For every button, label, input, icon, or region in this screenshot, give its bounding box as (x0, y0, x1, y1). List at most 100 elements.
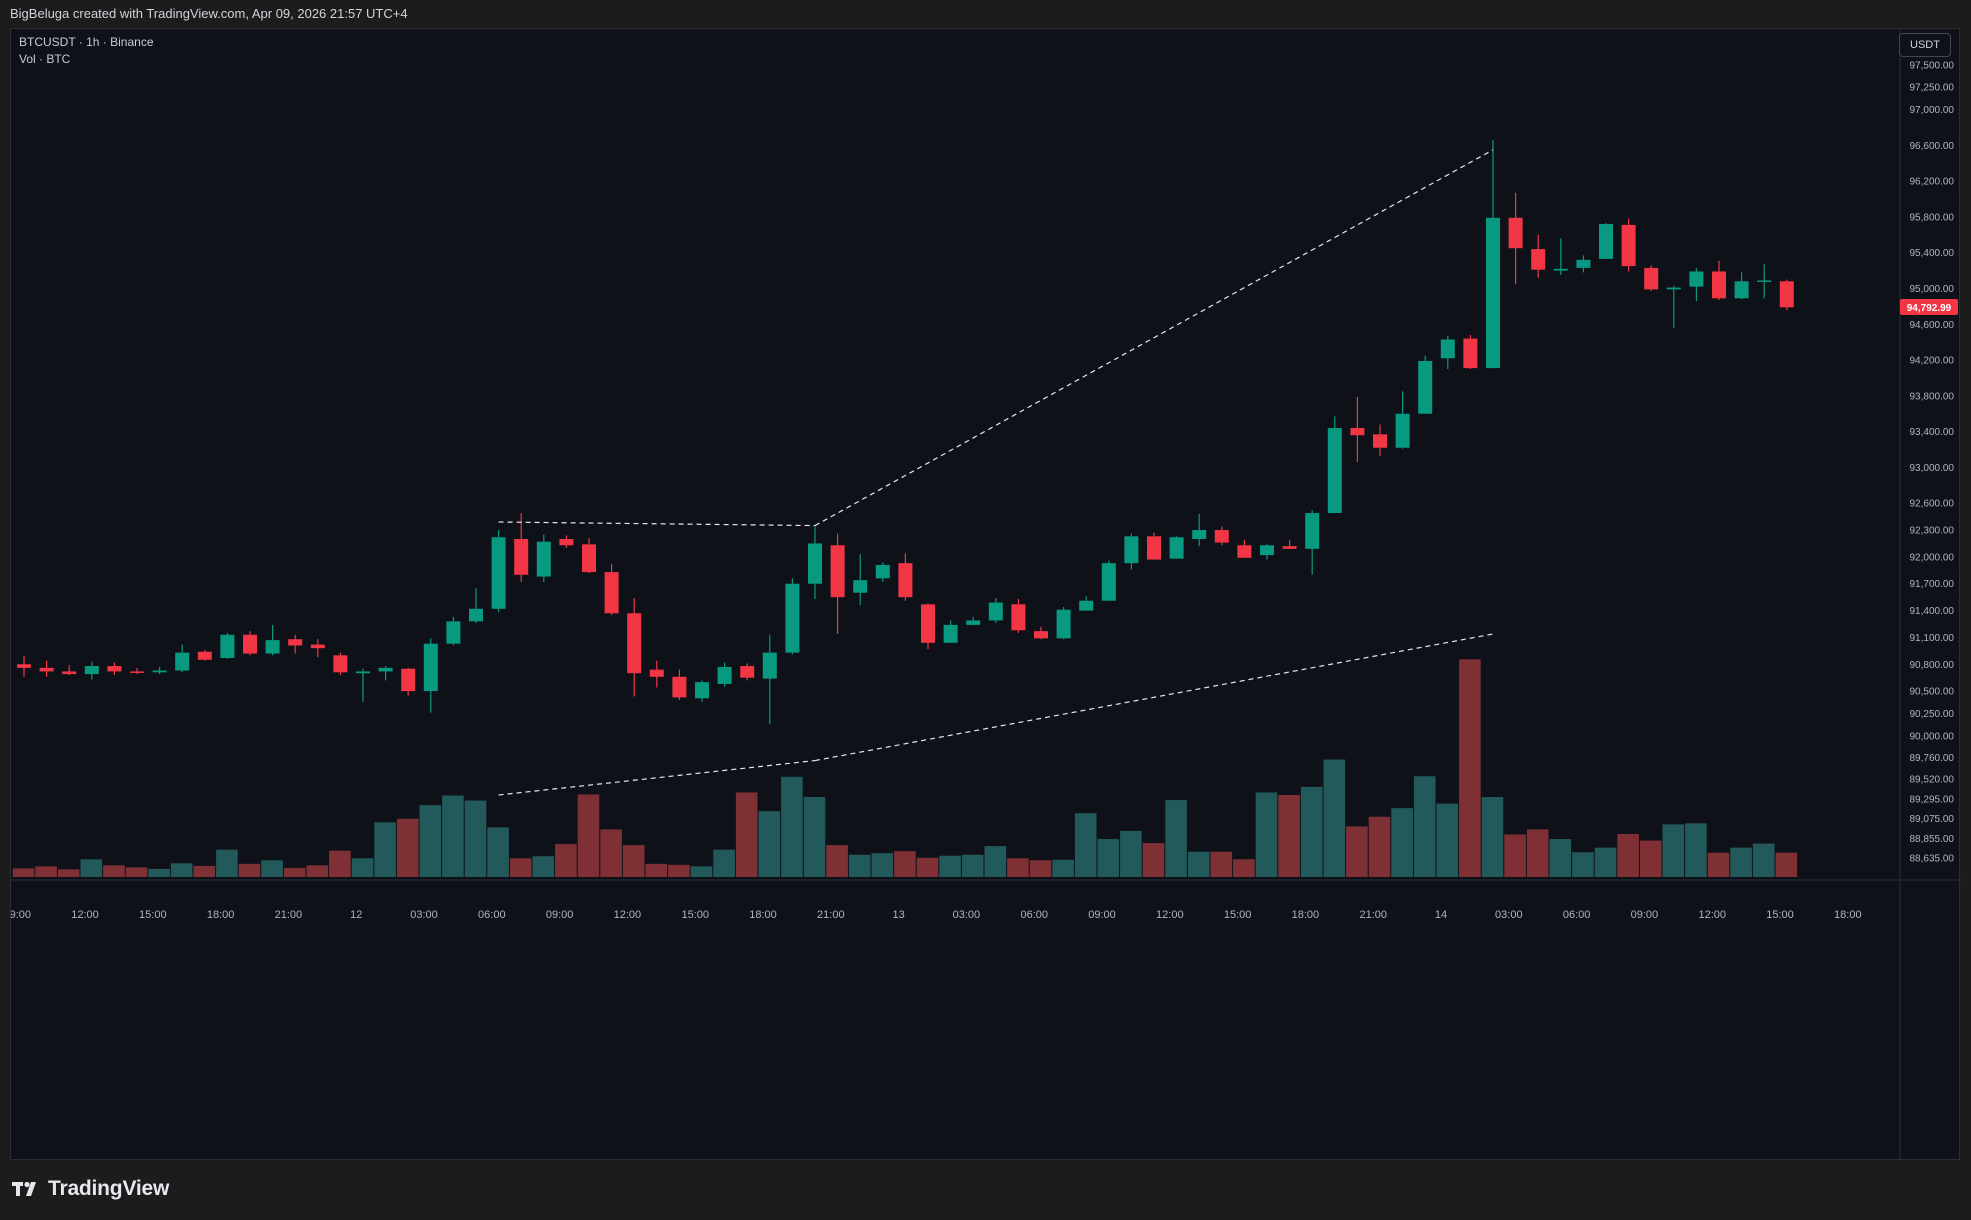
volume-bar (464, 800, 487, 877)
candle (582, 538, 596, 573)
candle-body (1011, 604, 1026, 631)
volume-series (12, 659, 1798, 877)
volume-bar (80, 859, 103, 877)
volume-bar (1481, 797, 1504, 877)
volume-bar (894, 851, 916, 877)
dashed-trend-line (814, 149, 1494, 527)
price-tick-label: 92,000.00 (1910, 552, 1955, 563)
time-tick-label: 03:00 (1495, 909, 1523, 921)
candle (1734, 272, 1749, 300)
volume-bar (12, 868, 35, 877)
candle-body (1779, 281, 1794, 308)
last-price-label: 94,792.99 (1907, 303, 1952, 314)
candle (762, 634, 777, 725)
volume-bar (35, 866, 57, 877)
volume-bar (193, 865, 216, 877)
time-tick-label: 06:00 (1020, 909, 1048, 921)
volume-bar (1278, 794, 1300, 877)
volume-bar (1685, 823, 1707, 877)
price-tick-label: 90,000.00 (1910, 731, 1955, 742)
time-tick-label: 09:00 (1631, 909, 1659, 921)
tradingview-logo[interactable]: TradingView (12, 1177, 169, 1201)
candle-body (152, 670, 167, 673)
candle (1327, 416, 1342, 514)
dashed-trend-line (498, 521, 816, 527)
price-tick-label: 93,000.00 (1910, 463, 1955, 474)
candle (1418, 355, 1433, 414)
candle (695, 680, 709, 702)
price-tick-label: 88,635.00 (1910, 853, 1955, 864)
candle (401, 667, 416, 696)
volume-bar (555, 844, 577, 877)
candle (469, 588, 483, 624)
dashed-trend-line (814, 633, 1494, 762)
candle-body (921, 604, 935, 643)
candle (175, 644, 190, 673)
volume-bar (306, 865, 329, 877)
candle-body (423, 643, 438, 692)
candle (740, 663, 755, 681)
volume-bar (781, 776, 803, 877)
candle-body (898, 563, 913, 598)
volume-bar (103, 865, 125, 877)
volume-bar (1233, 859, 1255, 877)
candle (220, 632, 235, 659)
volume-bar (1549, 839, 1572, 877)
candle-body (1531, 249, 1546, 270)
candlestick-chart[interactable]: 97,500.00 97,250.00 97,000.00 96,600.00 96,2… (11, 29, 1961, 1161)
volume-bar (1662, 824, 1685, 877)
volume-bar (442, 795, 464, 877)
candle-body (446, 621, 461, 644)
candle (966, 616, 981, 625)
price-tick-label: 89,760.00 (1910, 753, 1955, 764)
candle-body (1553, 268, 1568, 271)
candle-body (559, 539, 574, 546)
volume-bar (1142, 843, 1165, 877)
time-tick-label: 12 (350, 909, 362, 921)
last-price-tag-bg (1900, 298, 1958, 315)
candle (1282, 539, 1297, 549)
candle (717, 662, 732, 687)
volume-bar (1368, 816, 1391, 877)
volume-bar (509, 858, 532, 877)
candle-body (220, 634, 235, 658)
candle-body (1282, 546, 1297, 549)
symbol-legend[interactable]: BTCUSDT · 1h · Binance (19, 35, 154, 49)
candle-body (1599, 224, 1613, 259)
time-tick-label: 12:00 (71, 909, 99, 921)
volume-legend[interactable]: Vol · BTC (19, 52, 71, 66)
time-tick-label: 06:00 (478, 909, 506, 921)
volume-bar (1255, 792, 1278, 877)
candle (1553, 238, 1568, 276)
price-tick-label: 90,500.00 (1910, 687, 1955, 698)
tradingview-logo-icon (12, 1181, 36, 1196)
candle (130, 667, 144, 675)
candle (1666, 285, 1681, 328)
time-tick-label: 18:00 (207, 909, 235, 921)
candle (1147, 532, 1161, 560)
candle (1395, 391, 1410, 449)
chart-container[interactable]: 97,500.00 97,250.00 97,000.00 96,600.00 96,2… (10, 28, 1961, 1161)
price-tick-label: 96,600.00 (1910, 141, 1955, 152)
time-tick-label: 09:00 (1088, 909, 1116, 921)
price-tick-label: 93,800.00 (1910, 391, 1955, 402)
candle (197, 649, 212, 661)
candle-body (1147, 536, 1161, 560)
candle (1214, 526, 1229, 546)
currency-button[interactable]: USDT (1899, 33, 1951, 57)
price-tick-label: 93,400.00 (1910, 427, 1955, 438)
time-tick-label: 15:00 (1224, 909, 1252, 921)
candle-body (1712, 271, 1726, 299)
volume-bar (261, 860, 283, 877)
volume-bar (939, 855, 961, 877)
candle (627, 598, 642, 697)
time-tick-label: 12:00 (614, 909, 642, 921)
candle (1644, 265, 1659, 292)
candle-body (1395, 413, 1410, 448)
price-tick-label: 91,100.00 (1910, 633, 1955, 644)
candle-body (830, 545, 845, 598)
candle (1034, 626, 1048, 640)
volume-bar (713, 849, 735, 877)
candle (446, 616, 461, 646)
candle-body (1260, 545, 1274, 556)
